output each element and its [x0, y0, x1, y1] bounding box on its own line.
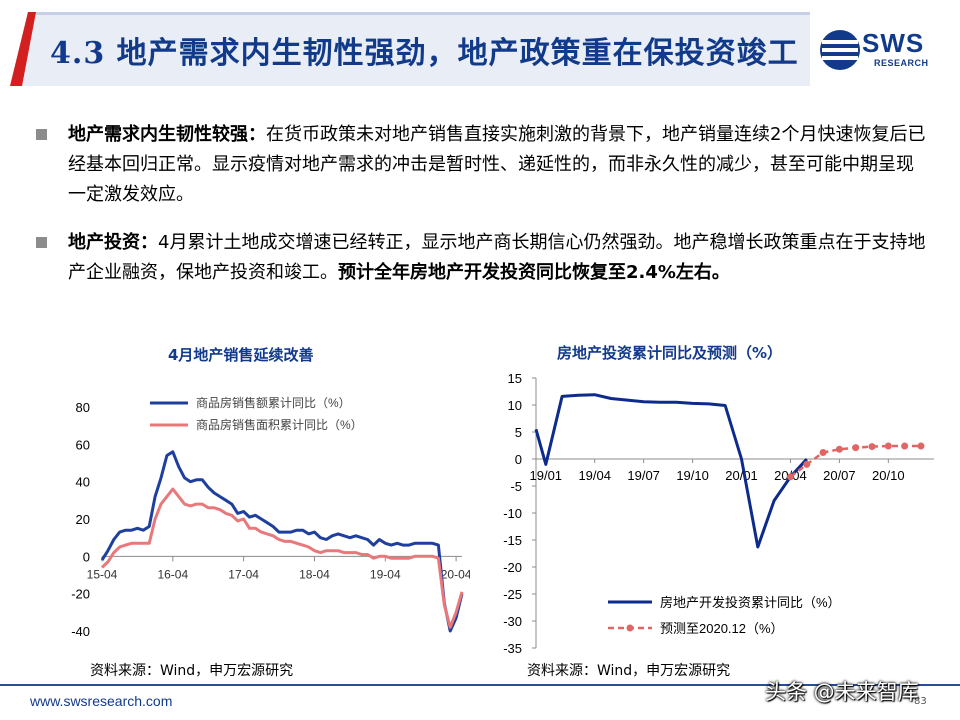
watermark: 头条 @未来智库	[765, 680, 919, 704]
footer-divider	[0, 684, 960, 686]
footer-url[interactable]: www.swsresearch.com	[30, 693, 173, 709]
forecast-point	[852, 444, 860, 452]
y-tick-label: 15	[508, 371, 522, 386]
y-tick-label: -10	[503, 506, 522, 521]
y-tick-label: 0	[515, 452, 522, 467]
forecast-point	[884, 442, 892, 450]
bullet-square-icon	[36, 129, 47, 140]
legend-label: 商品房销售面积累计同比（%）	[196, 417, 363, 432]
chart-title-investment: 房地产投资累计同比及预测（%）	[557, 344, 783, 362]
x-tick-label: 19/04	[578, 468, 611, 483]
x-tick-label: 19/01	[530, 468, 563, 483]
y-tick-label: -35	[503, 641, 522, 656]
y-tick-label: 20	[76, 512, 90, 527]
x-tick-label: 19/10	[676, 468, 709, 483]
x-tick-label: 20/01	[725, 468, 758, 483]
x-tick-label: 16-04	[157, 567, 188, 581]
y-tick-label: 80	[76, 400, 90, 415]
legend-marker	[626, 624, 634, 632]
series-line-investment	[534, 393, 808, 549]
logo-text: SWS	[862, 28, 925, 58]
bullet-heading: 地产投资：	[68, 232, 158, 253]
x-tick-label: 20-04	[441, 567, 470, 581]
x-tick-label: 19/07	[627, 468, 660, 483]
page-title: 4.3 地产需求内生韧性强劲，地产政策重在保投资竣工	[50, 36, 799, 71]
sales-chart: -40 -20 0 20 40 60 80 15-04 16-04 17-04 18-04 19-04…	[71, 395, 470, 639]
bullet-demand: 地产需求内生韧性较强：在货币政策未对地产销售直接实施刺激的背景下，地产销量连续2…	[36, 120, 926, 210]
source-right: 资料来源：Wind，申万宏源研究	[527, 663, 731, 679]
x-tick-label: 19-04	[370, 567, 401, 581]
bullet-investment: 地产投资：4月累计土地成交增速已经转正，显示地产商长期信心仍然强劲。地产稳增长政…	[36, 228, 926, 288]
series-line-sales-area	[100, 487, 464, 629]
bullet-forecast-highlight: 预计全年房地产开发投资同比恢复至2.4%左右。	[338, 262, 730, 283]
forecast-point	[835, 445, 843, 453]
source-left: 资料来源：Wind，申万宏源研究	[90, 663, 294, 679]
y-tick-label: -5	[510, 479, 522, 494]
bullet-text: 地产投资：4月累计土地成交增速已经转正，显示地产商长期信心仍然强劲。地产稳增长政…	[68, 228, 926, 288]
logo-subtext: RESEARCH	[874, 58, 929, 68]
y-tick-label: -25	[503, 587, 522, 602]
x-tick-label: 20/10	[872, 468, 905, 483]
forecast-point	[917, 442, 925, 450]
title-banner	[10, 12, 810, 86]
y-tick-label: -20	[71, 587, 90, 602]
y-tick-label: -30	[503, 614, 522, 629]
y-tick-label: -40	[71, 624, 90, 639]
legend-label: 预测至2020.12（%）	[660, 621, 784, 636]
sws-logo: SWS RESEARCH	[818, 26, 950, 74]
page-number: 83	[914, 696, 927, 707]
x-tick-label: 15-04	[87, 567, 118, 581]
y-tick-label: -15	[503, 533, 522, 548]
series-line-sales-amount	[100, 450, 464, 633]
forecast-point	[786, 473, 794, 481]
bullet-heading: 地产需求内生韧性较强：	[68, 124, 266, 145]
y-tick-label: -20	[503, 560, 522, 575]
sws-logo-mark-icon	[820, 30, 860, 70]
forecast-point	[803, 460, 811, 468]
forecast-point	[868, 443, 876, 451]
x-tick-label: 17-04	[228, 567, 259, 581]
y-tick-label: 5	[515, 425, 522, 440]
bullet-body: 4月累计土地成交增速已经转正，显示地产商长期信心仍然强劲。地产稳增长政策重点在于…	[68, 232, 926, 283]
bullet-text: 地产需求内生韧性较强：在货币政策未对地产销售直接实施刺激的背景下，地产销量连续2…	[68, 120, 926, 210]
bullet-body: 在货币政策未对地产销售直接实施刺激的背景下，地产销量连续2个月快速恢复后已经基本…	[68, 124, 926, 205]
legend-label: 房地产开发投资累计同比（%）	[660, 595, 841, 610]
y-tick-label: 0	[83, 549, 90, 564]
bullet-square-icon	[36, 237, 47, 248]
x-tick-label: 18-04	[299, 567, 330, 581]
forecast-point	[901, 442, 909, 450]
legend-label: 商品房销售额累计同比（%）	[196, 395, 351, 410]
chart-title-sales: 4月地产销售延续改善	[168, 346, 314, 364]
investment-chart: -35 -30 -25 -20 -15 -10 -5 0 5 10 15 19/01 19/04 19/0…	[503, 371, 934, 656]
y-tick-label: 40	[76, 475, 90, 490]
header: 4.3 地产需求内生韧性强劲，地产政策重在保投资竣工 SWS RESEARCH	[0, 0, 960, 96]
forecast-point	[819, 449, 827, 457]
y-tick-label: 10	[508, 398, 522, 413]
x-tick-label: 20/07	[823, 468, 856, 483]
y-tick-label: 60	[76, 437, 90, 452]
